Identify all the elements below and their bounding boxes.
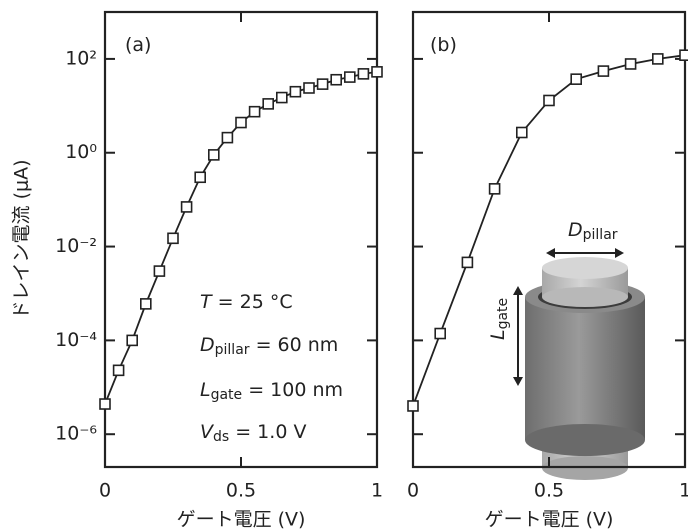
annotation: Dpillar = 60 nm [200, 334, 338, 359]
annotation-symbol: V [200, 421, 215, 443]
x-tick-label: 0.5 [534, 480, 564, 502]
data-marker [407, 400, 419, 412]
x-axis-label: ゲート電圧 (V) [485, 509, 614, 531]
y-tick-label: 10⁻⁶ [55, 423, 97, 445]
data-marker [343, 71, 356, 83]
annotation-symbol: T [200, 291, 213, 313]
annotation: (a) [125, 34, 151, 56]
annotation: T = 25 °C [200, 291, 293, 313]
data-marker [371, 66, 383, 78]
x-tick-label: 1 [371, 480, 383, 502]
y-tick-label: 10⁻⁴ [55, 329, 97, 351]
annotation-text: (a) [125, 34, 151, 56]
annotation-subscript: gate [211, 387, 243, 403]
data-marker [303, 82, 315, 94]
data-marker [126, 334, 138, 347]
pillar-diagram: Dpillar Lgate [487, 219, 645, 480]
data-marker [208, 149, 220, 161]
annotation: Vds = 1.0 V [200, 421, 306, 446]
y-tick-label: 10⁻² [55, 235, 97, 257]
data-marker [515, 126, 528, 139]
annotation-symbol: D [568, 219, 583, 241]
x-tick-label: 0 [407, 480, 419, 502]
annotation: Lgate = 100 nm [200, 379, 343, 404]
data-marker [221, 131, 234, 144]
data-marker [357, 68, 370, 80]
data-marker [461, 256, 474, 269]
data-marker [488, 183, 501, 195]
data-marker [99, 398, 111, 410]
data-marker [289, 85, 302, 98]
annotation-subscript: ds [213, 429, 229, 445]
data-marker [651, 53, 664, 65]
annotation-subscript: pillar [583, 227, 618, 243]
x-tick-label: 1 [679, 480, 688, 502]
annotation-text: = 1.0 V [229, 421, 306, 443]
annotation-text: (b) [430, 34, 457, 56]
data-marker [330, 73, 343, 86]
data-marker [112, 364, 125, 377]
x-axis-label: ゲート電圧 (V) [177, 509, 306, 531]
annotation-symbol: L [200, 379, 211, 401]
data-marker [570, 73, 583, 85]
annotation: Lgate [487, 298, 512, 340]
annotation-symbol: L [487, 329, 509, 340]
data-marker [153, 265, 166, 277]
data-marker [248, 105, 261, 118]
data-marker [679, 49, 688, 61]
annotation-subscript: gate [495, 298, 511, 330]
data-marker [194, 171, 206, 184]
data-marker [235, 116, 247, 129]
plot-frame [411, 10, 687, 469]
data-marker [262, 98, 275, 110]
annotation: (b) [430, 34, 457, 56]
data-marker [624, 58, 637, 70]
data-marker [180, 201, 193, 213]
data-marker [597, 65, 610, 77]
data-marker [275, 91, 288, 104]
plot-frame [103, 10, 379, 469]
data-marker [543, 94, 555, 107]
data-marker [167, 232, 179, 245]
data-marker [140, 298, 152, 310]
y-tick-label: 10² [65, 47, 97, 69]
data-marker [434, 327, 447, 340]
annotation-subscript: pillar [215, 342, 250, 358]
annotation: Dpillar [568, 219, 618, 244]
annotation-symbol: D [200, 334, 215, 356]
annotation-text: = 25 °C [212, 291, 293, 313]
x-tick-label: 0.5 [226, 480, 256, 502]
y-tick-label: 10⁰ [65, 141, 97, 163]
annotation-text: = 60 nm [250, 334, 339, 356]
x-tick-label: 0 [99, 480, 111, 502]
y-axis-label: ドレイン電流 (μA) [11, 160, 33, 320]
data-marker [316, 78, 329, 90]
annotation-text: = 100 nm [242, 379, 343, 401]
